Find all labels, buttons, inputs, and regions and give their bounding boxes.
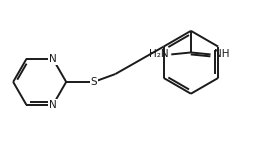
Text: NH: NH	[215, 49, 230, 59]
Text: H₂N: H₂N	[149, 49, 168, 59]
Text: N: N	[49, 100, 57, 110]
Text: S: S	[90, 77, 97, 87]
Text: N: N	[49, 54, 57, 64]
